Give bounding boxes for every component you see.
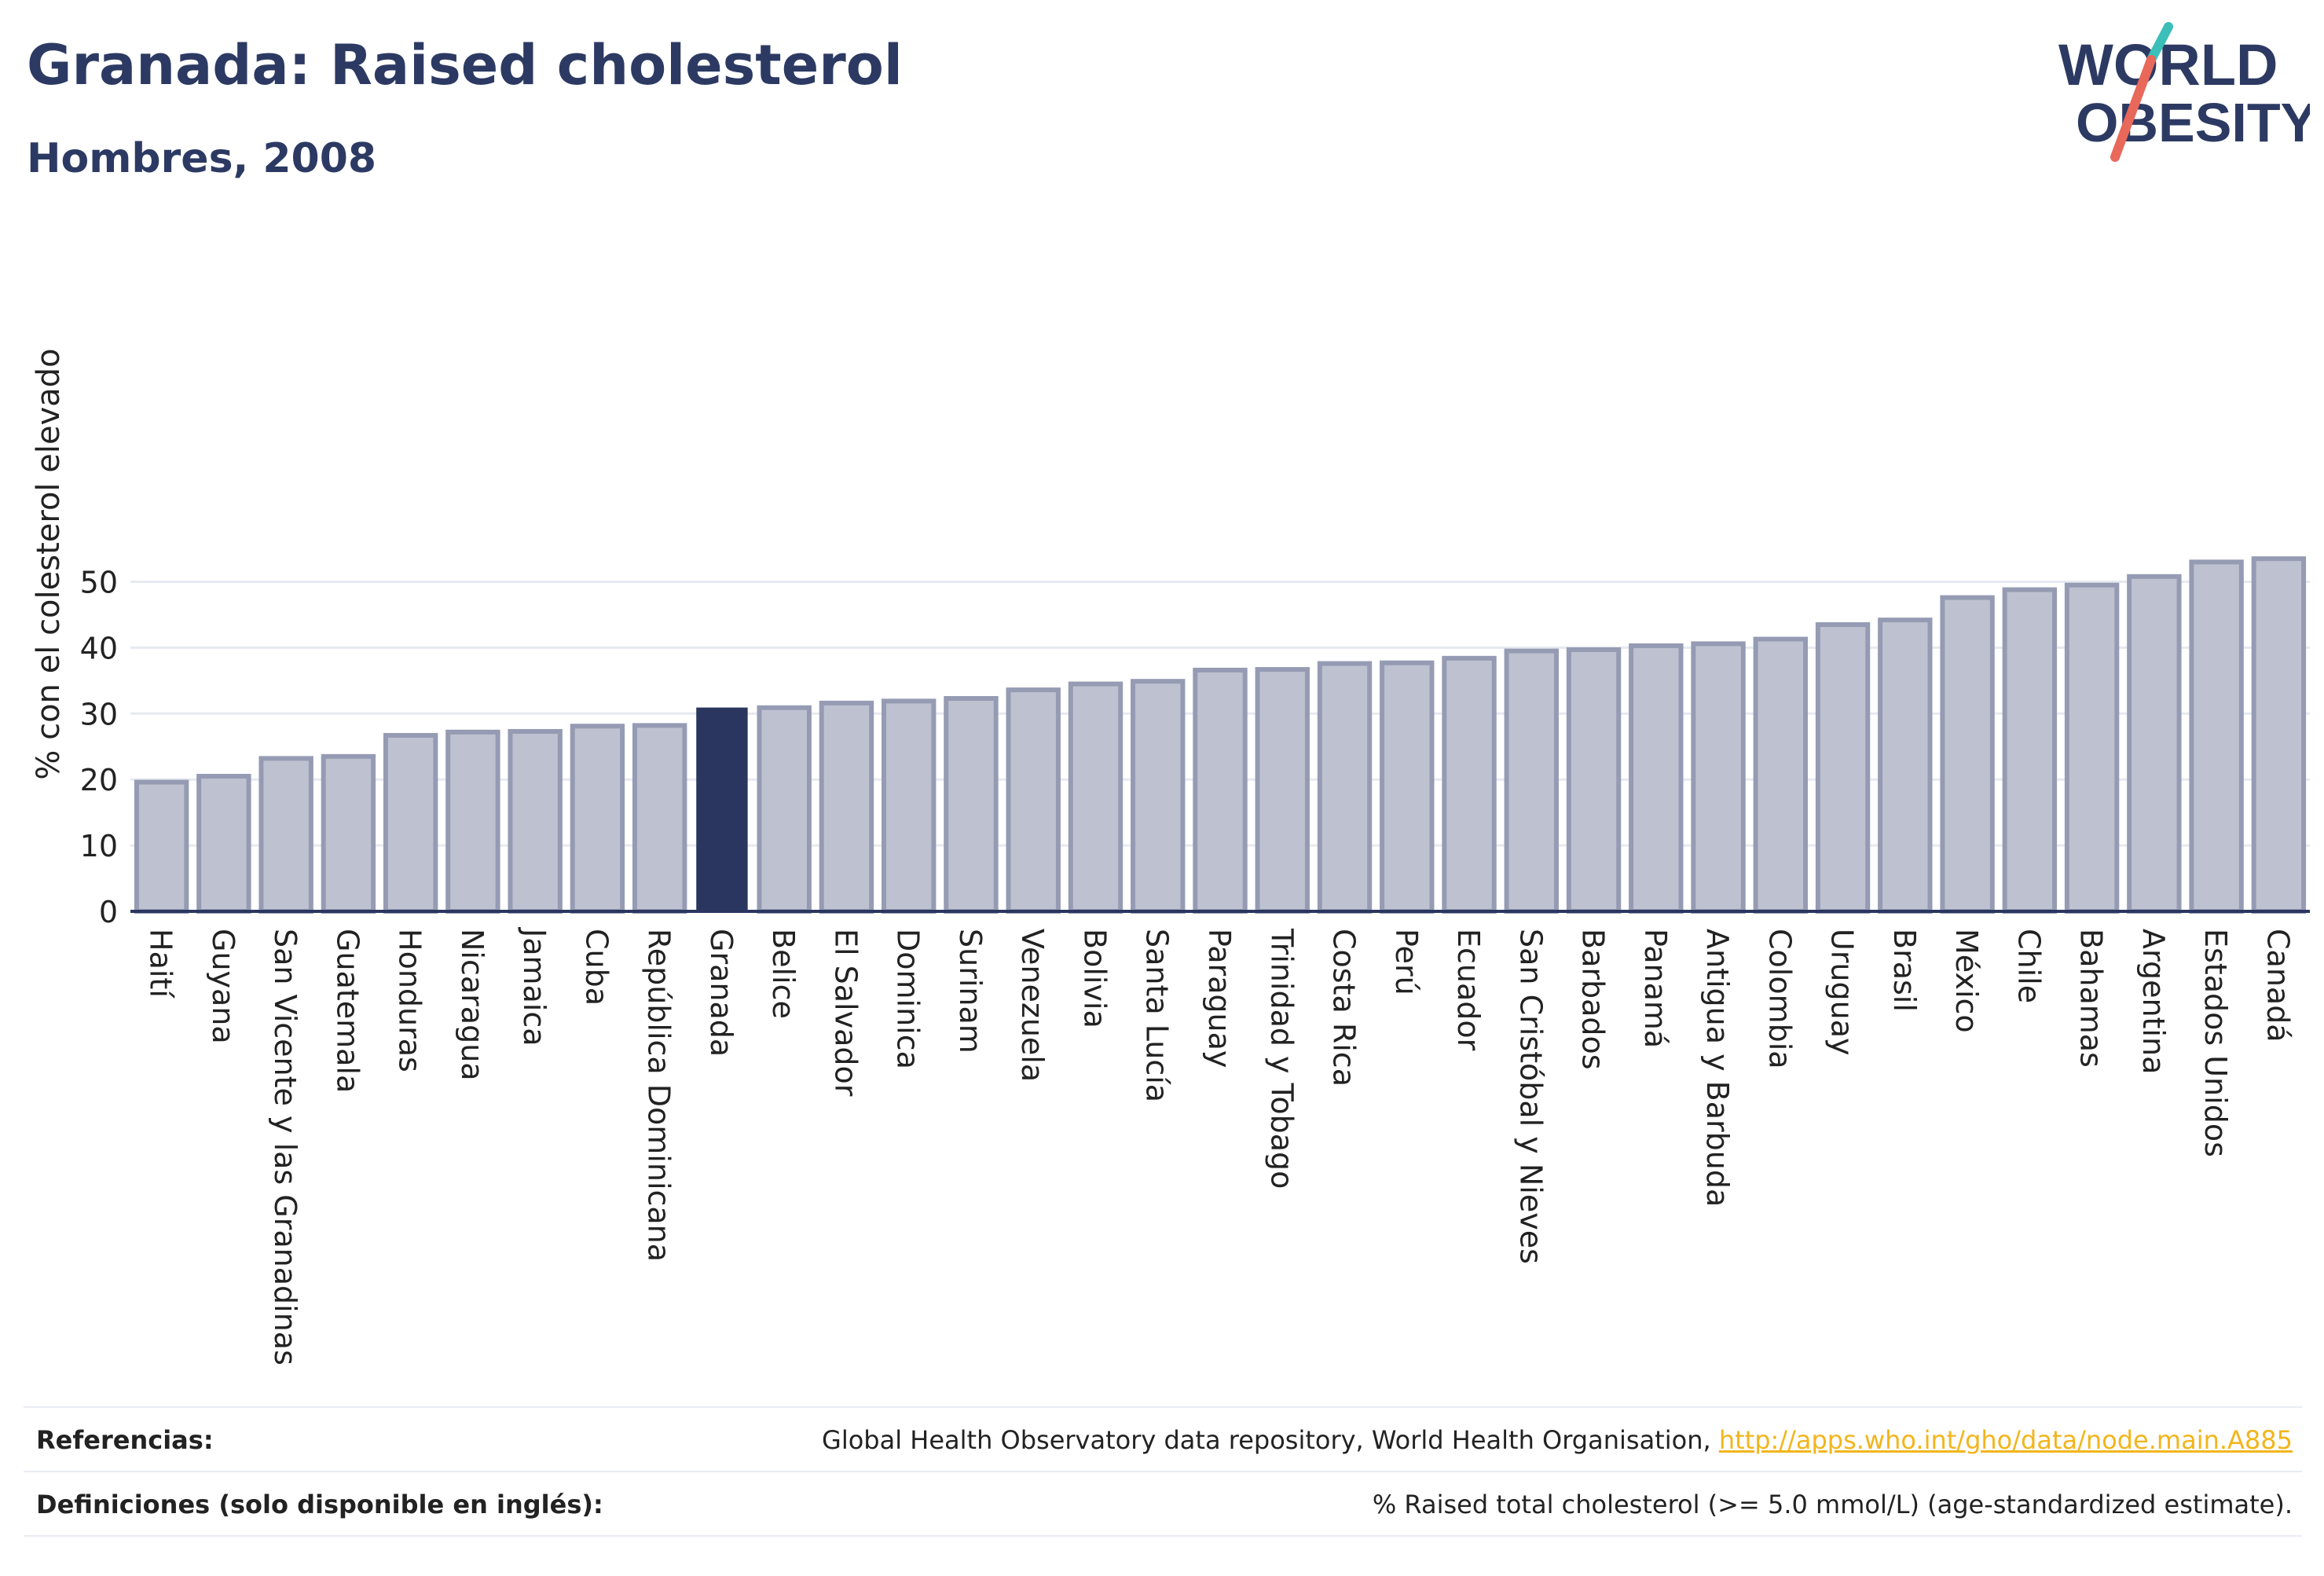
bar xyxy=(134,779,189,914)
bar xyxy=(445,729,500,914)
bar xyxy=(757,705,812,914)
x-tick-label: Nicaragua xyxy=(455,929,489,1081)
bar xyxy=(944,696,999,914)
x-tick-label: Santa Lucía xyxy=(1140,929,1175,1102)
bar xyxy=(1566,647,1622,914)
bar xyxy=(1006,687,1061,914)
bar xyxy=(1255,667,1310,914)
x-tick-label: Paraguay xyxy=(1202,929,1237,1068)
y-tick-label: 40 xyxy=(80,631,118,665)
x-tick-label: Canadá xyxy=(2260,929,2295,1043)
x-tick-label: Chile xyxy=(2011,929,2046,1003)
references-text: Global Health Observatory data repositor… xyxy=(822,1425,1719,1455)
x-tick-label: Bolivia xyxy=(1077,929,1112,1028)
x-tick-label: Panamá xyxy=(1638,929,1673,1048)
bar xyxy=(1691,641,1746,914)
x-tick-label: Honduras xyxy=(393,929,427,1072)
x-tick-label: Argentina xyxy=(2136,929,2171,1074)
x-tick-label: Uruguay xyxy=(1825,929,1860,1056)
bar-chart: 0 10 20 30 40 50 % con el colesterol elevado Ha… xyxy=(31,348,2310,1365)
definitions-value: % Raised total cholesterol (>= 5.0 mmol/… xyxy=(1372,1490,2293,1519)
bar xyxy=(1940,595,1995,914)
x-tick-label: Haití xyxy=(144,929,178,999)
x-tick-label: San Cristóbal y Nieves xyxy=(1513,929,1548,1264)
references-row: Referencias: Global Health Observatory d… xyxy=(24,1406,2302,1471)
bar xyxy=(1068,681,1124,914)
x-tick-label: Cuba xyxy=(579,929,614,1006)
x-tick-label: Guatemala xyxy=(330,929,365,1093)
x-tick-label: República Dominicana xyxy=(642,929,676,1262)
references-value: Global Health Observatory data repositor… xyxy=(822,1425,2293,1455)
bar xyxy=(1442,655,1497,914)
y-tick-label: 50 xyxy=(80,566,118,600)
x-tick-label: El Salvador xyxy=(828,929,863,1097)
x-tick-label: Surinam xyxy=(953,929,988,1054)
bar xyxy=(1878,618,1933,914)
y-tick-label: 0 xyxy=(99,895,118,929)
bar xyxy=(570,724,625,914)
logo-line-1: WORLD xyxy=(2058,32,2278,97)
x-tick-label: Estados Unidos xyxy=(2198,929,2233,1157)
logo-line-2: OBESITY xyxy=(2076,92,2310,153)
bar xyxy=(2002,587,2058,914)
footer-bottom-line xyxy=(24,1535,2302,1537)
x-tick-label: Antigua y Barbuda xyxy=(1700,929,1735,1207)
bar xyxy=(1815,622,1871,914)
bar xyxy=(508,728,563,914)
bar xyxy=(383,732,438,914)
x-tick-label: Brasil xyxy=(1887,929,1922,1012)
bar xyxy=(882,698,937,914)
references-link[interactable]: http://apps.who.int/gho/data/node.main.A… xyxy=(1718,1425,2293,1455)
bar xyxy=(258,756,313,914)
bar xyxy=(696,707,748,912)
definitions-row: Definiciones (solo disponible en inglés)… xyxy=(24,1471,2302,1535)
bar xyxy=(1193,667,1248,914)
definitions-label: Definiciones (solo disponible en inglés)… xyxy=(36,1490,603,1519)
x-tick-label: Granada xyxy=(704,929,739,1057)
bar xyxy=(2127,574,2182,914)
x-tick-label: San Vicente y las Granadinas xyxy=(268,929,302,1365)
logo-slash-coral xyxy=(2110,55,2156,162)
bar xyxy=(2189,559,2244,914)
page-subtitle: Hombres, 2008 xyxy=(27,135,377,182)
bar xyxy=(321,753,376,914)
bar xyxy=(1753,636,1809,914)
bar xyxy=(2251,556,2307,914)
bar xyxy=(1317,661,1373,914)
x-tick-label: Bahamas xyxy=(2074,929,2109,1068)
y-tick-label: 30 xyxy=(80,697,118,731)
bar xyxy=(196,774,251,914)
bar xyxy=(1380,660,1435,914)
x-tick-label: Colombia xyxy=(1762,929,1797,1069)
bar xyxy=(632,723,687,914)
x-tick-label: México xyxy=(1949,929,1984,1033)
x-tick-label: Trinidad y Tobago xyxy=(1264,928,1299,1189)
y-tick-label: 20 xyxy=(80,763,118,797)
x-tick-label: Dominica xyxy=(891,929,926,1069)
y-tick-label: 10 xyxy=(80,829,118,863)
x-tick-label: Costa Rica xyxy=(1327,929,1362,1087)
world-obesity-logo: WORLD OBESITY xyxy=(2058,22,2310,162)
bar xyxy=(1629,643,1684,914)
x-tick-label: Ecuador xyxy=(1451,929,1486,1051)
y-axis-title: % con el colesterol elevado xyxy=(31,348,67,779)
x-tick-label: Barbados xyxy=(1576,929,1611,1070)
bar xyxy=(1504,648,1559,914)
bar xyxy=(1131,679,1186,914)
x-tick-label: Perú xyxy=(1389,929,1424,995)
page-title: Granada: Raised cholesterol xyxy=(27,33,903,97)
bar xyxy=(2064,582,2120,914)
references-label: Referencias: xyxy=(36,1425,214,1455)
x-tick-label: Belice xyxy=(766,929,801,1019)
x-tick-label: Guyana xyxy=(206,929,240,1044)
bar xyxy=(819,700,874,914)
x-tick-label: Jamaica xyxy=(517,927,552,1046)
logo-slash-teal xyxy=(2146,22,2173,64)
x-tick-label: Venezuela xyxy=(1015,929,1050,1082)
